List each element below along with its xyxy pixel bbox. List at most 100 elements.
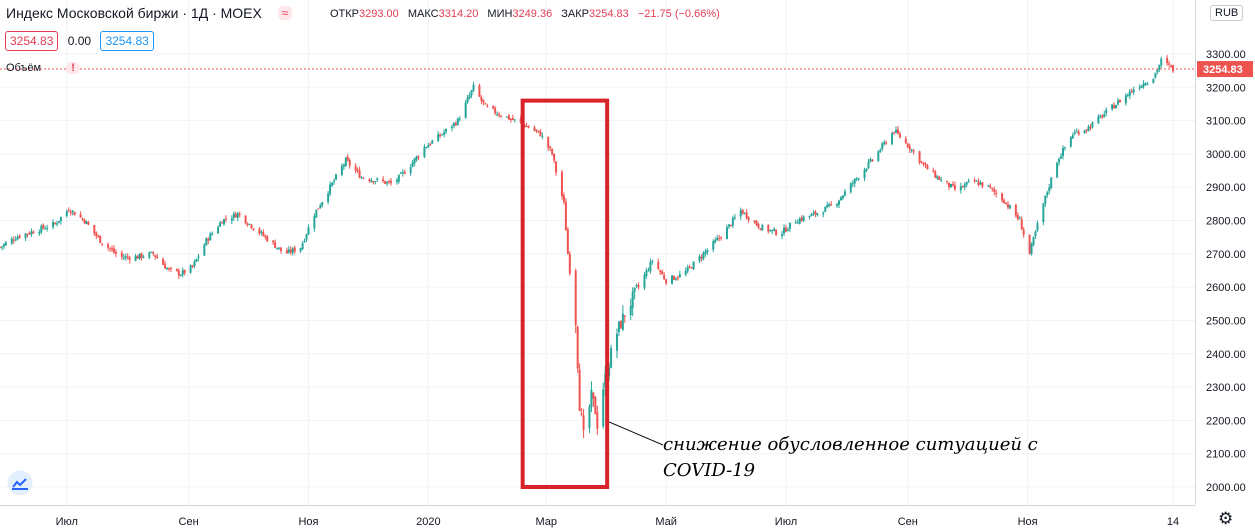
candle <box>594 396 597 415</box>
candle <box>786 227 789 232</box>
candle <box>346 153 349 162</box>
candle <box>150 251 153 254</box>
candle <box>248 223 251 226</box>
warning-icon[interactable]: ! <box>66 62 81 74</box>
candle <box>16 234 19 241</box>
candle <box>995 189 998 198</box>
candle <box>478 83 481 98</box>
candle <box>883 140 886 146</box>
candle <box>279 247 282 254</box>
candle <box>851 180 854 188</box>
close-label: ЗАКР <box>561 8 589 20</box>
candle <box>484 102 487 105</box>
candle <box>65 209 68 218</box>
gear-icon[interactable]: ⚙ <box>1218 509 1234 528</box>
candle <box>781 230 784 240</box>
buy-price-button[interactable]: 3254.83 <box>100 31 154 51</box>
candle <box>307 224 310 236</box>
candle <box>798 216 801 225</box>
price-axis[interactable]: 2000.00 2100.00 2200.00 2300.00 2400.00 2500.… <box>1195 0 1255 531</box>
candle <box>67 207 70 213</box>
volume-label[interactable]: Объём <box>6 62 42 74</box>
x-tick-label: 14 <box>1167 516 1179 528</box>
time-axis[interactable]: Июл Сен Ноя 2020 Мар Май Июл Сен Ноя 14 <box>0 505 1195 529</box>
candle <box>894 126 897 134</box>
candle <box>166 266 169 270</box>
candle <box>1077 129 1080 136</box>
candle <box>885 140 888 145</box>
candle <box>505 116 508 118</box>
candle <box>747 216 750 223</box>
candle <box>511 114 514 121</box>
spread-value: 0.00 <box>67 34 92 48</box>
candle <box>891 131 894 146</box>
candle <box>849 182 852 194</box>
candle <box>189 264 192 274</box>
candle <box>358 166 361 179</box>
candle <box>863 167 866 182</box>
candle <box>492 105 495 110</box>
candle <box>276 247 279 251</box>
candle <box>946 180 949 185</box>
tradingview-cloud-icon[interactable] <box>7 470 33 496</box>
candle <box>1014 203 1017 218</box>
candle <box>731 215 734 229</box>
candle <box>370 177 373 183</box>
candle <box>441 133 444 136</box>
candle <box>1130 88 1133 94</box>
candle <box>993 186 996 196</box>
candle <box>932 167 935 173</box>
candle <box>376 177 379 182</box>
symbol-title[interactable]: Индекс Московской биржи · 1Д · MOEX <box>6 5 262 21</box>
candle <box>85 220 88 225</box>
candle <box>274 239 277 249</box>
sell-price-button[interactable]: 3254.83 <box>5 31 59 51</box>
candle <box>904 136 907 145</box>
candle <box>688 264 691 269</box>
candle <box>826 201 829 209</box>
candle <box>857 177 860 182</box>
candle <box>938 175 941 181</box>
candle <box>46 224 49 232</box>
candle <box>179 274 182 277</box>
candle <box>1138 84 1141 91</box>
currency-label[interactable]: RUB <box>1210 5 1244 21</box>
candle <box>830 201 833 207</box>
candle <box>431 139 434 145</box>
candle <box>1168 60 1171 68</box>
candle <box>808 215 811 220</box>
candle <box>621 305 624 332</box>
candle <box>372 180 375 185</box>
candle <box>69 209 72 216</box>
candle <box>494 106 497 116</box>
candle <box>403 169 406 175</box>
candle <box>975 179 978 182</box>
candle <box>651 259 654 265</box>
chart-header: Индекс Московской биржи · 1Д · MOEX ≈ <box>6 5 293 21</box>
candle <box>843 189 846 197</box>
candle <box>782 224 785 236</box>
candle <box>30 228 33 237</box>
candle <box>374 180 377 185</box>
candle <box>354 163 357 174</box>
candle <box>191 264 194 269</box>
candle <box>1085 128 1088 134</box>
candle <box>32 230 35 234</box>
candle <box>458 116 461 122</box>
candle <box>918 150 921 165</box>
wave-badge[interactable]: ≈ <box>277 6 293 20</box>
candle <box>386 181 389 187</box>
candle <box>596 405 599 435</box>
candle <box>948 182 951 190</box>
candle <box>649 258 652 274</box>
candle <box>619 320 622 329</box>
candle <box>417 155 420 161</box>
candle <box>657 258 660 270</box>
candle <box>1030 242 1033 256</box>
candle <box>128 255 131 264</box>
x-tick-label: Мар <box>535 516 557 528</box>
candle <box>454 121 457 127</box>
candle <box>293 245 296 254</box>
candle <box>57 220 60 224</box>
